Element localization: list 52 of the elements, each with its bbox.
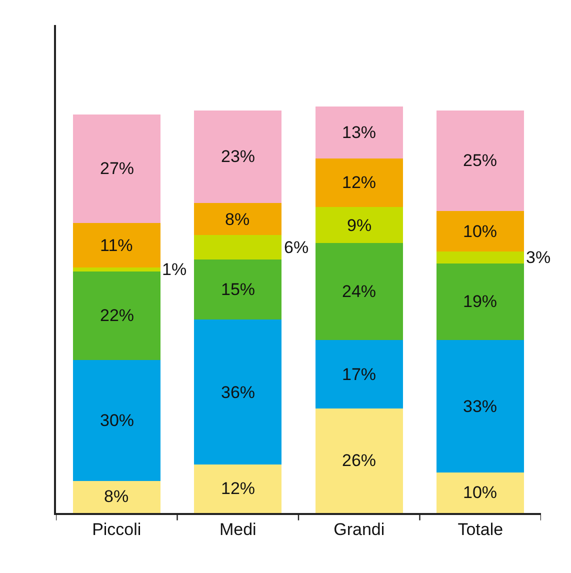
bar: [315, 243, 403, 340]
x-tick-label: Totale: [458, 520, 504, 540]
bar: [194, 320, 282, 465]
data-label: 23%: [221, 147, 256, 166]
bar: [315, 158, 403, 207]
data-label: 12%: [221, 479, 256, 498]
bar: [194, 202, 282, 236]
bar: [194, 259, 282, 320]
bar: [436, 110, 524, 212]
data-label: 22%: [100, 306, 134, 325]
data-label: 3%: [526, 248, 551, 267]
bar: [72, 223, 160, 268]
data-label: 10%: [463, 222, 498, 241]
data-label: 1%: [162, 260, 187, 279]
data-label: 33%: [463, 397, 498, 416]
data-label: 12%: [342, 173, 376, 192]
x-tick-label: Grandi: [334, 520, 385, 540]
data-label: 8%: [104, 487, 129, 506]
data-label: 24%: [342, 282, 376, 301]
data-label: 6%: [284, 238, 309, 257]
bar: [436, 263, 524, 340]
x-tick-label: Piccoli: [92, 520, 142, 540]
bar: [72, 271, 160, 360]
data-label: 36%: [221, 383, 256, 402]
data-label: 11%: [100, 236, 133, 255]
data-label: 13%: [342, 123, 376, 142]
data-label: 9%: [347, 216, 372, 235]
bar: [436, 211, 524, 252]
data-label: 30%: [100, 411, 134, 430]
bar: [194, 464, 282, 513]
data-label: 26%: [342, 451, 376, 470]
bar: [72, 114, 160, 224]
data-label: 10%: [463, 483, 498, 502]
bar: [72, 360, 160, 481]
bar: [72, 480, 160, 513]
data-label: 17%: [342, 365, 376, 384]
data-label: 15%: [221, 280, 256, 299]
bar: [315, 408, 403, 513]
x-tick-label: Medi: [219, 520, 256, 540]
bar: [315, 106, 403, 159]
bar: [436, 251, 524, 264]
bar: [436, 340, 524, 473]
data-label: 19%: [463, 292, 498, 311]
data-label: 27%: [100, 159, 134, 178]
bar: [194, 235, 282, 260]
data-label: 25%: [463, 151, 498, 170]
bar: [315, 206, 403, 244]
bar: [72, 267, 160, 272]
bar: [315, 340, 403, 408]
data-label: 8%: [225, 210, 250, 229]
bar: [436, 472, 524, 513]
bar: [194, 110, 282, 203]
